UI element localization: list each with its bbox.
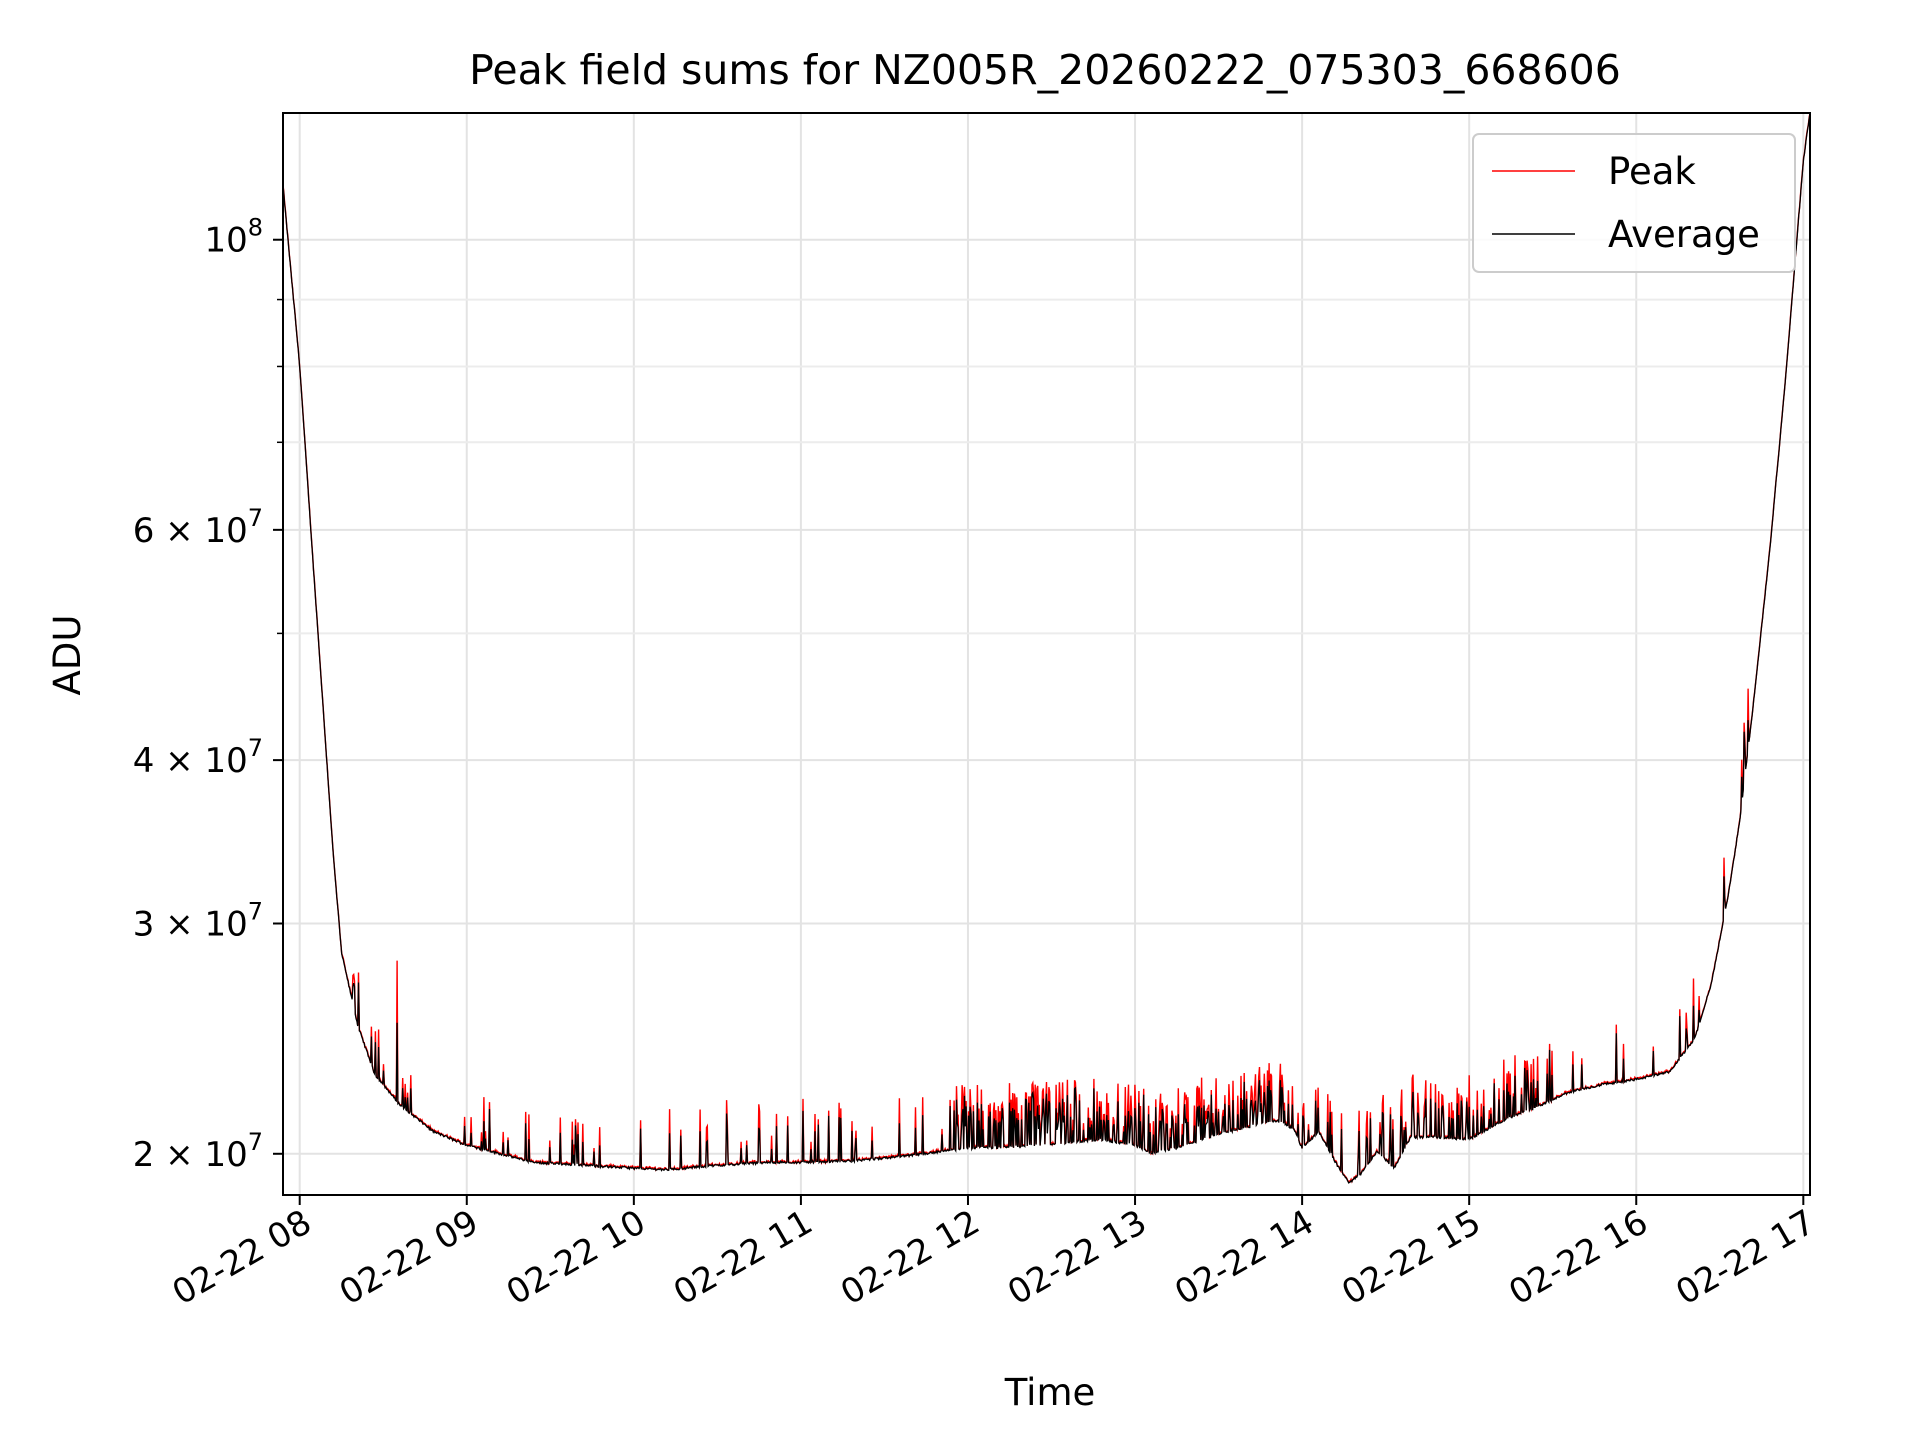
- series-average-line: [283, 113, 1810, 1184]
- x-tick-label: 02-22 16: [1502, 1202, 1654, 1313]
- y-tick-base: 6 × 10: [133, 511, 248, 551]
- y-tick-exponent: 7: [248, 898, 263, 926]
- chart-title: Peak field sums for NZ005R_20260222_0753…: [469, 46, 1621, 94]
- x-tick-label: 02-22 08: [166, 1202, 318, 1313]
- x-axis: 02-22 08 02-22 09 02-22 10 02-22 11 02-22 12…: [166, 1195, 1822, 1313]
- axes-frame: [282, 112, 1811, 1196]
- legend-box: [1472, 133, 1796, 273]
- x-tick-label: 02-22 12: [834, 1202, 986, 1313]
- y-tick-base: 3 × 10: [133, 905, 248, 945]
- grid: [283, 113, 1810, 1195]
- y-tick-base: 2 × 10: [133, 1135, 248, 1175]
- y-axis-label: ADU: [46, 615, 89, 696]
- y-tick-base: 10: [204, 221, 247, 261]
- y-tick-exponent: 7: [248, 504, 263, 532]
- x-tick-label: 02-22 13: [1001, 1202, 1153, 1313]
- y-tick-label: 6 × 107: [133, 504, 263, 551]
- x-axis-label: Time: [1004, 1371, 1096, 1414]
- x-tick-label: 02-22 11: [667, 1202, 819, 1313]
- y-tick-base: 4 × 10: [133, 741, 248, 781]
- legend: Peak Average: [1472, 133, 1796, 273]
- legend-peak-label: Peak: [1608, 150, 1696, 193]
- x-tick-label: 02-22 14: [1168, 1202, 1320, 1313]
- y-tick-exponent: 7: [248, 1128, 263, 1156]
- plot-area: [283, 113, 1810, 1184]
- y-tick-label: 108: [204, 214, 263, 261]
- x-tick-label: 02-22 10: [500, 1202, 652, 1313]
- y-tick-label: 3 × 107: [133, 898, 263, 945]
- x-tick-label: 02-22 17: [1669, 1202, 1821, 1313]
- y-tick-exponent: 7: [248, 734, 263, 762]
- y-tick-label: 2 × 107: [133, 1128, 263, 1175]
- y-tick-exponent: 8: [248, 214, 263, 242]
- legend-average-label: Average: [1608, 213, 1760, 256]
- x-tick-label: 02-22 09: [333, 1202, 485, 1313]
- series-peak-line: [283, 113, 1810, 1184]
- y-tick-label: 4 × 107: [133, 734, 263, 781]
- x-tick-label: 02-22 15: [1335, 1202, 1487, 1313]
